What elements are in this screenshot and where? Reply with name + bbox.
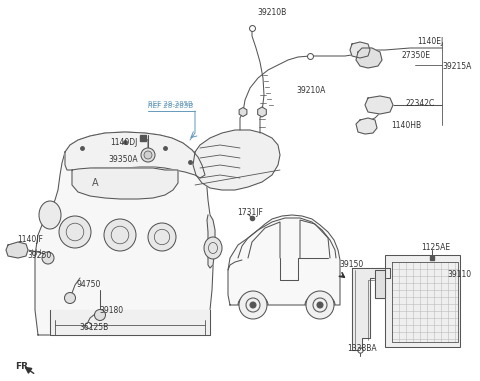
Text: 39180: 39180	[99, 306, 123, 315]
Text: 36125B: 36125B	[79, 323, 108, 332]
Text: 1731JF: 1731JF	[237, 208, 263, 217]
Text: A: A	[92, 178, 98, 188]
Circle shape	[141, 148, 155, 162]
Text: 1140DJ: 1140DJ	[110, 138, 137, 147]
FancyBboxPatch shape	[385, 255, 460, 347]
Text: 22342C: 22342C	[406, 99, 435, 108]
Polygon shape	[352, 268, 390, 350]
Circle shape	[42, 252, 54, 264]
Text: 1338BA: 1338BA	[347, 344, 377, 353]
Text: 39250: 39250	[27, 251, 51, 260]
Circle shape	[306, 291, 334, 319]
Polygon shape	[72, 168, 178, 199]
Ellipse shape	[39, 201, 61, 229]
Text: 39210A: 39210A	[296, 86, 325, 95]
Polygon shape	[356, 118, 377, 134]
Polygon shape	[193, 130, 280, 190]
Polygon shape	[228, 215, 340, 305]
Polygon shape	[350, 42, 370, 58]
Text: 1140JF: 1140JF	[17, 235, 43, 244]
Ellipse shape	[204, 237, 222, 259]
Text: 27350E: 27350E	[401, 51, 430, 60]
Circle shape	[144, 151, 152, 159]
Ellipse shape	[148, 223, 176, 251]
Polygon shape	[50, 310, 210, 335]
Circle shape	[239, 291, 267, 319]
Circle shape	[250, 302, 256, 308]
Text: 1140EJ: 1140EJ	[417, 37, 443, 46]
Text: 39215A: 39215A	[442, 62, 471, 71]
Ellipse shape	[104, 219, 136, 251]
Text: 1125AE: 1125AE	[421, 243, 450, 252]
Polygon shape	[365, 96, 393, 114]
Circle shape	[64, 293, 75, 304]
Polygon shape	[356, 48, 382, 68]
Polygon shape	[35, 132, 213, 335]
Text: REF 28-285B: REF 28-285B	[148, 103, 193, 109]
Text: 39110: 39110	[447, 270, 471, 279]
Text: 39350A: 39350A	[108, 155, 138, 164]
Circle shape	[317, 302, 323, 308]
Polygon shape	[375, 270, 385, 298]
Text: 1140HB: 1140HB	[391, 121, 421, 130]
Circle shape	[95, 309, 106, 320]
Polygon shape	[207, 215, 215, 268]
Text: REF 28-285B: REF 28-285B	[148, 101, 193, 107]
Text: 39210B: 39210B	[257, 8, 286, 17]
Text: 39150: 39150	[339, 260, 363, 269]
Polygon shape	[65, 132, 205, 178]
Ellipse shape	[59, 216, 91, 248]
Text: 94750: 94750	[76, 280, 100, 289]
Polygon shape	[6, 242, 28, 258]
Text: FR.: FR.	[15, 362, 32, 371]
